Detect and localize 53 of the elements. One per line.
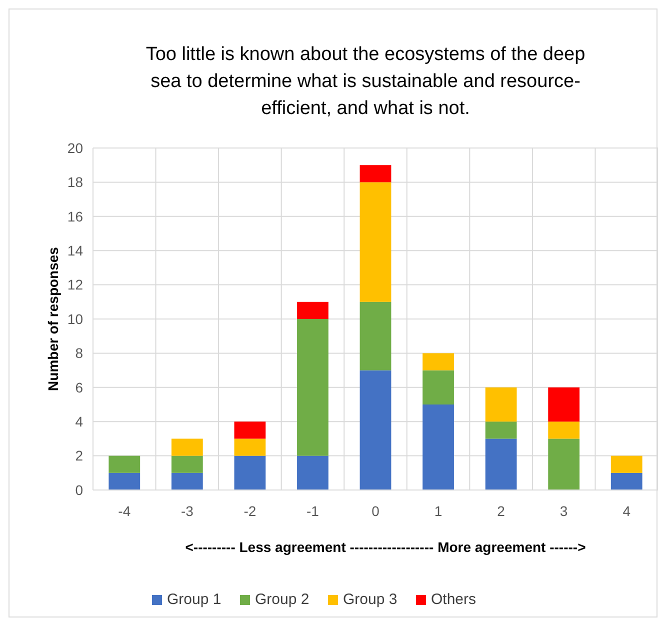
y-tick-label: 14 [67,242,84,258]
bar [422,404,454,490]
bar [548,387,580,422]
y-tick-label: 6 [75,379,84,396]
bar [485,422,517,439]
bar [548,438,580,490]
bar [360,302,392,370]
x-tick-label: -2 [244,503,256,519]
bar [360,165,392,182]
y-tick-label: 2 [75,448,84,464]
y-tick-label: 18 [67,174,84,190]
bar [234,438,266,456]
x-axis-title: <--------- Less agreement ------------------ More agreement ------> [185,539,586,555]
bar [234,422,266,439]
bar [108,456,140,473]
y-tick-label: 10 [67,310,84,327]
bar [548,422,580,439]
bar [610,456,642,473]
chart-title: Too little is known about the ecosystems of the deep sea to determine what is sustainable and resource-efficient, and what is not. [146,44,586,119]
y-tick-label: 0 [75,482,84,498]
bar [297,302,328,319]
legend-label: Group 2 [255,591,310,608]
x-tick-label: 3 [560,503,568,519]
bar [171,438,203,456]
bar [297,319,328,456]
y-axis-title: Number of responses [45,246,61,391]
y-tick-label: 20 [67,140,84,156]
x-tick-label: 4 [622,503,631,519]
x-tick-label: -3 [180,503,194,519]
legend-label: Group 1 [167,591,222,608]
y-tick-label: 12 [67,276,84,293]
x-tick-label: -1 [306,503,320,519]
bar [360,370,392,490]
y-tick-label: 4 [75,414,84,430]
y-tick-label: 16 [67,208,84,224]
bar [422,370,454,404]
y-tick-label: 8 [75,345,84,362]
bar [297,456,328,490]
x-tick-label: -4 [118,503,131,519]
bar [485,438,517,490]
bar [171,472,203,490]
bar [108,472,140,490]
bar [360,182,392,302]
x-tick-label: 1 [434,503,442,519]
bar [610,472,642,490]
bar [485,387,517,422]
bar [422,353,454,370]
legend-label: Group 3 [343,591,398,608]
legend-label: Others [431,591,476,608]
x-tick-label: 0 [372,503,380,519]
x-tick-label: 2 [497,503,506,519]
bar [234,456,266,490]
bar [171,456,203,473]
